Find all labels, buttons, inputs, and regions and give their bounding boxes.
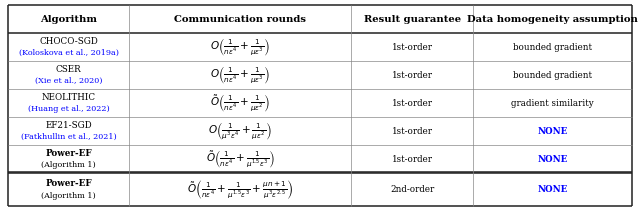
Text: $O\left(\frac{1}{n\epsilon^4}+\frac{1}{\mu\epsilon^3}\right)$: $O\left(\frac{1}{n\epsilon^4}+\frac{1}{\…	[211, 37, 271, 58]
Text: (Huang et al., 2022): (Huang et al., 2022)	[28, 105, 109, 113]
Text: $\tilde{O}\left(\frac{1}{n\epsilon^4}+\frac{1}{\mu^{1.5}\epsilon^3}+\frac{\mu n+: $\tilde{O}\left(\frac{1}{n\epsilon^4}+\f…	[187, 178, 294, 201]
Text: NONE: NONE	[538, 155, 568, 164]
Text: 1st-order: 1st-order	[392, 43, 433, 52]
Text: $\tilde{O}\left(\frac{1}{n\epsilon^4}+\frac{1}{\mu\epsilon^2}\right)$: $\tilde{O}\left(\frac{1}{n\epsilon^4}+\f…	[211, 93, 271, 114]
Text: (Algorithm 1): (Algorithm 1)	[41, 161, 96, 169]
Text: NONE: NONE	[538, 185, 568, 194]
Text: 1st-order: 1st-order	[392, 127, 433, 136]
Text: CSER: CSER	[56, 65, 81, 74]
Text: 2nd-order: 2nd-order	[390, 185, 435, 194]
Text: (Fatkhullin et al., 2021): (Fatkhullin et al., 2021)	[20, 133, 116, 141]
Text: EF21-SGD: EF21-SGD	[45, 121, 92, 130]
Text: $O\left(\frac{1}{\mu^3\epsilon^4}+\frac{1}{\mu\epsilon^2}\right)$: $O\left(\frac{1}{\mu^3\epsilon^4}+\frac{…	[209, 121, 273, 142]
Text: Power-EF: Power-EF	[45, 179, 92, 188]
Text: NEOLITHIC: NEOLITHIC	[42, 93, 95, 102]
Text: (Xie et al., 2020): (Xie et al., 2020)	[35, 77, 102, 85]
Text: $O\left(\frac{1}{n\epsilon^4}+\frac{1}{\mu\epsilon^3}\right)$: $O\left(\frac{1}{n\epsilon^4}+\frac{1}{\…	[211, 65, 271, 86]
Text: 1st-order: 1st-order	[392, 99, 433, 108]
Text: bounded gradient: bounded gradient	[513, 43, 592, 52]
Text: Result guarantee: Result guarantee	[364, 15, 461, 24]
Text: gradient similarity: gradient similarity	[511, 99, 594, 108]
Text: Data homogeneity assumption: Data homogeneity assumption	[467, 15, 638, 24]
Text: Algorithm: Algorithm	[40, 15, 97, 24]
Text: Communication rounds: Communication rounds	[174, 15, 307, 24]
Text: 1st-order: 1st-order	[392, 71, 433, 80]
Text: (Koloskova et al., 2019a): (Koloskova et al., 2019a)	[19, 49, 118, 57]
Text: NONE: NONE	[538, 127, 568, 136]
Text: (Algorithm 1): (Algorithm 1)	[41, 192, 96, 200]
Text: Power-EF: Power-EF	[45, 149, 92, 158]
Text: CHOCO-SGD: CHOCO-SGD	[39, 37, 98, 46]
Text: bounded gradient: bounded gradient	[513, 71, 592, 80]
Text: 1st-order: 1st-order	[392, 155, 433, 164]
Text: $\tilde{O}\left(\frac{1}{n\epsilon^4}+\frac{1}{\mu^{1.5}\epsilon^3}\right)$: $\tilde{O}\left(\frac{1}{n\epsilon^4}+\f…	[206, 149, 275, 170]
